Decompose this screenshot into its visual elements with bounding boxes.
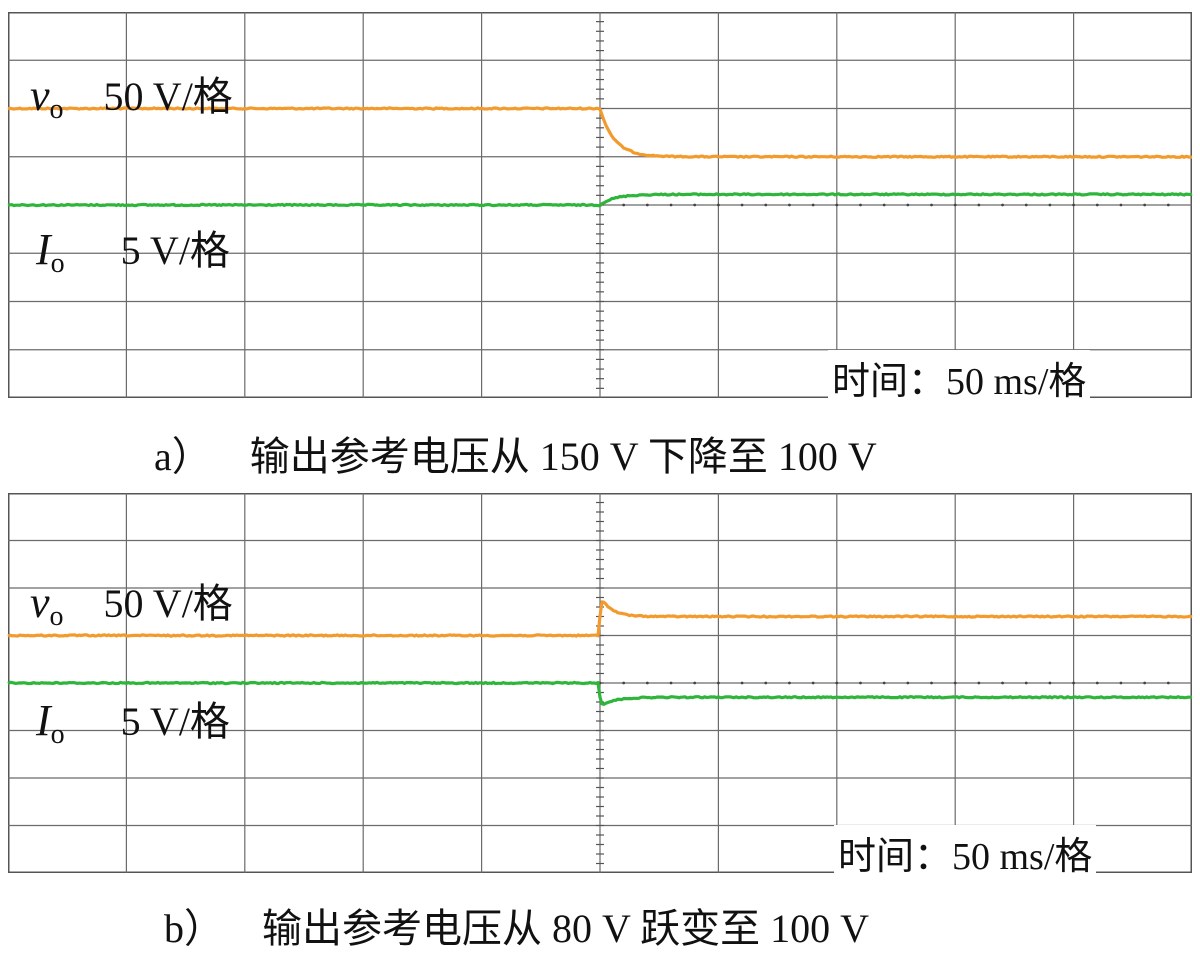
center-vertical-ticks-b [596,501,604,865]
trace-b-io [7,680,1193,706]
oscilloscope-screen-b [7,493,1193,873]
panel-a: vo 50 V/格 Io 5 V/格 时间：50 ms/格 [7,12,1193,405]
oscilloscope-plot-a [7,12,1193,398]
trace-a-vo [7,106,1193,159]
caption-a: a） 输出参考电压从 150 V 下降至 100 V [154,434,877,479]
vo-trace-label-b: vo 50 V/格 [30,578,233,632]
io-trace-label-b: Io 5 V/格 [36,696,230,750]
panel-b: vo 50 V/格 Io 5 V/格 时间：50 ms/格 [7,493,1193,880]
oscilloscope-plot-b [7,493,1193,873]
vo-trace-label-a: vo 50 V/格 [30,71,233,125]
time-scale-label-a: 时间：50 ms/格 [828,350,1091,405]
trace-b-vo [7,600,1193,638]
io-trace-label-a: Io 5 V/格 [36,225,230,279]
caption-b: b） 输出参考电压从 80 V 跃变至 100 V [164,906,870,951]
center-vertical-ticks-a [596,21,604,389]
oscilloscope-screen-a [7,12,1193,398]
time-scale-label-b: 时间：50 ms/格 [834,825,1097,880]
trace-a-io [7,192,1193,208]
